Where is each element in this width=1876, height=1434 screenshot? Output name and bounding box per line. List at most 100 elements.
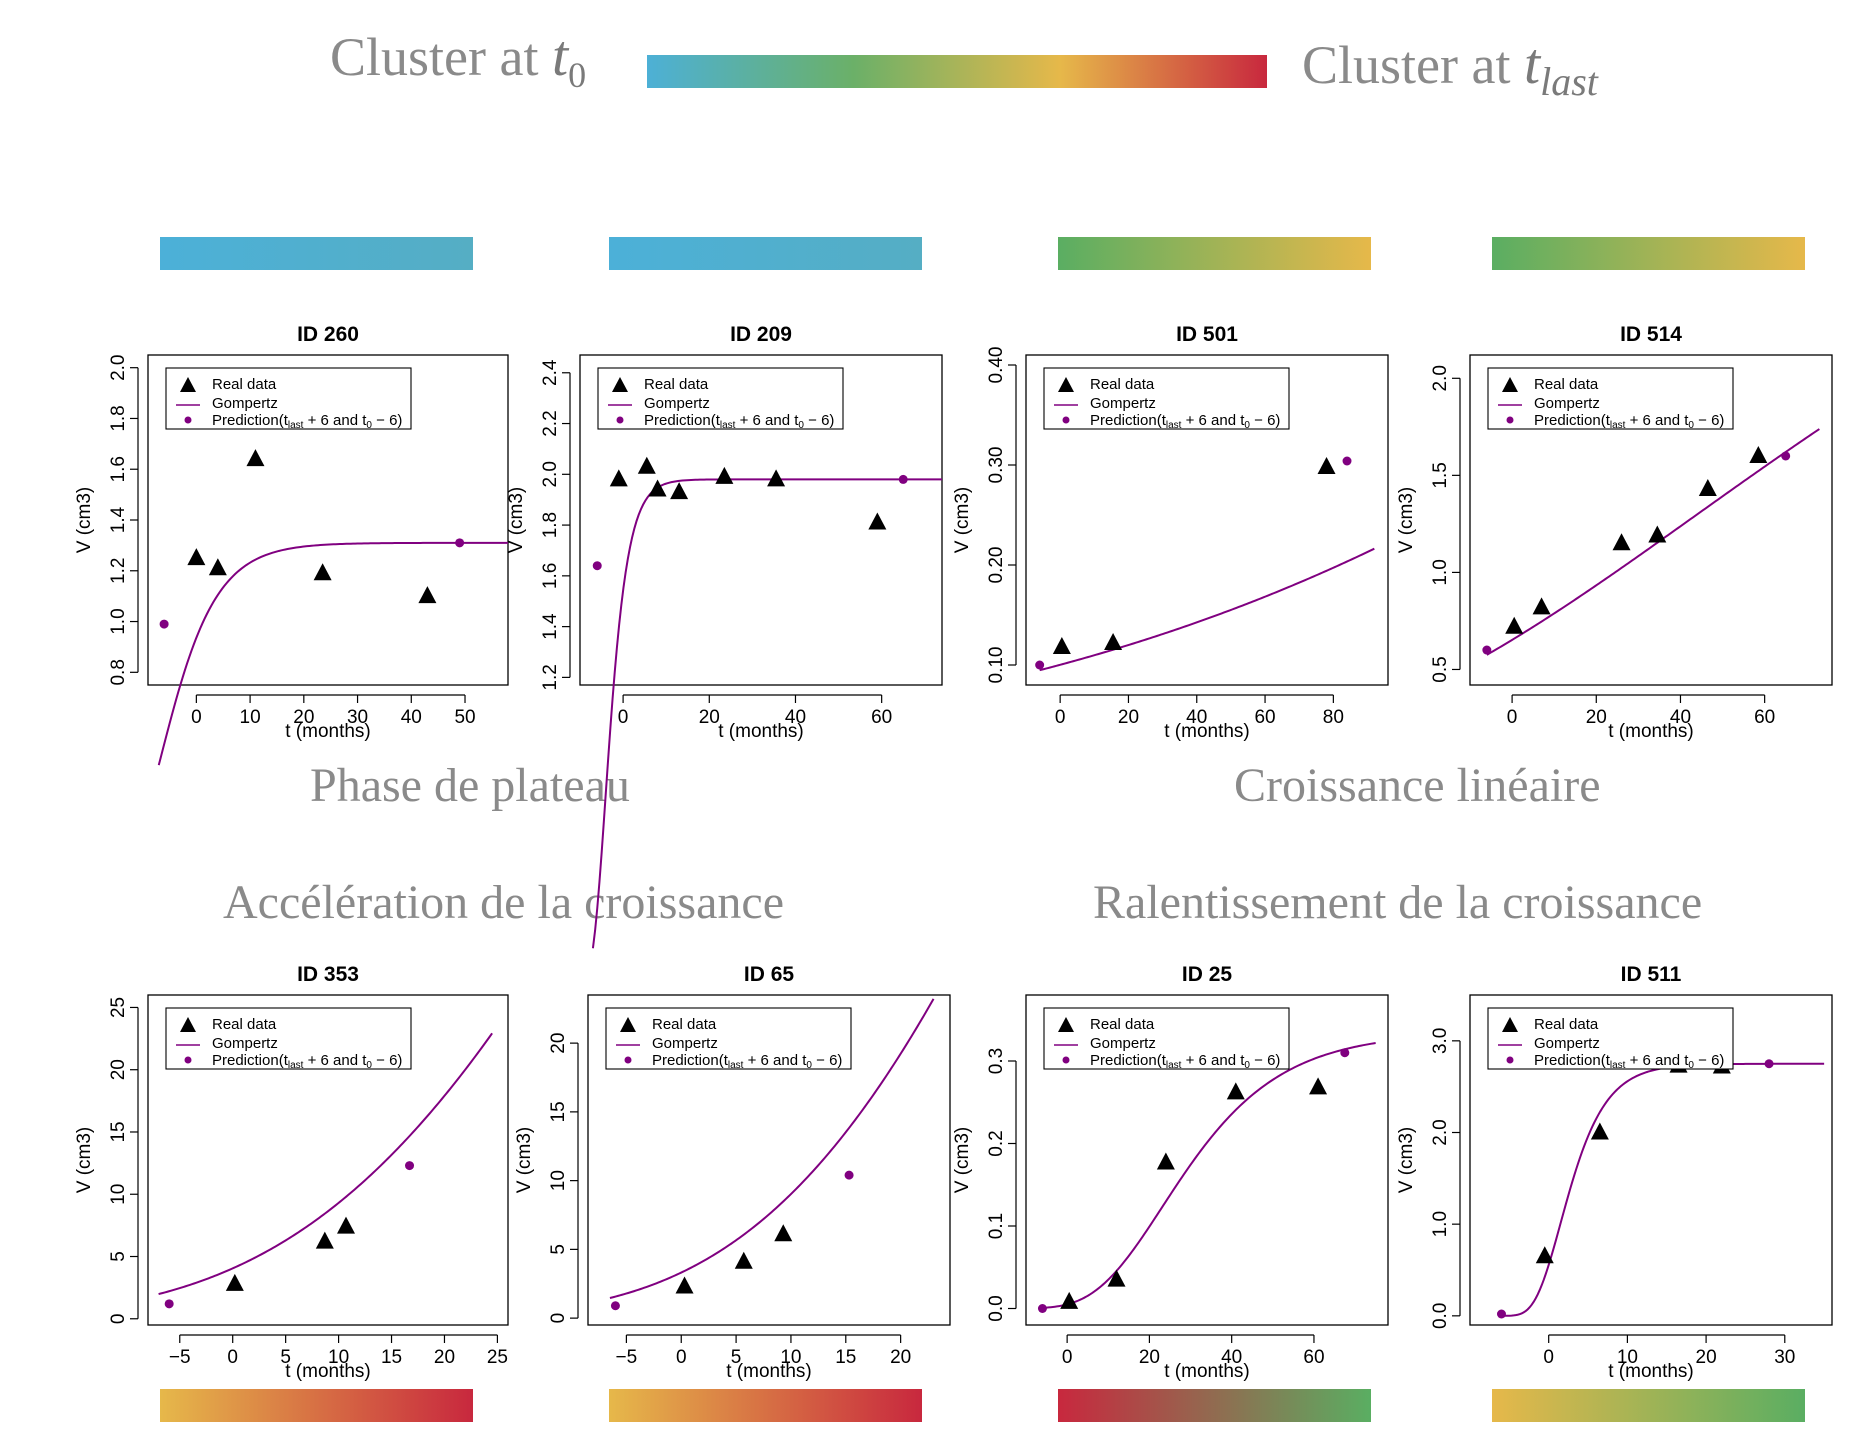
y-axis-label: V (cm3)	[1396, 1127, 1417, 1194]
y-tick-label: 20	[108, 1059, 129, 1080]
legend-triangle-icon	[1058, 377, 1074, 392]
x-tick-label: 20	[1586, 707, 1607, 728]
chart-title: ID 511	[1621, 963, 1682, 986]
real-data-point	[315, 1231, 334, 1249]
y-tick-label: 1.4	[108, 506, 129, 533]
x-tick-label: 0	[191, 707, 202, 728]
chart-title: ID 25	[1182, 963, 1233, 986]
y-axis-label: V (cm3)	[952, 1127, 973, 1194]
legend-gompertz-label: Gompertz	[1090, 1035, 1156, 1052]
x-tick-label: 60	[871, 707, 892, 728]
chart-id-501: ID 501 0 20 40 60 80 t (months) 0.10 0.20 0.30 0.4…	[952, 323, 1389, 742]
x-tick-label: 20	[1118, 707, 1139, 728]
y-tick-label: 2.4	[540, 359, 561, 386]
plot-frame	[147, 354, 509, 686]
y-tick-label: 0.0	[986, 1295, 1007, 1321]
x-tick-label: 5	[731, 1347, 742, 1368]
legend-prediction-label: Prediction(tlast + 6 and t0 − 6)	[212, 412, 402, 431]
y-tick-label: 5	[108, 1251, 129, 1262]
legend-real-label: Real data	[1090, 1016, 1155, 1033]
real-data-point	[1749, 445, 1768, 463]
legend-triangle-icon	[612, 377, 628, 392]
real-data-point	[868, 512, 887, 530]
section-title-acceleration: Accélération de la croissance	[223, 876, 785, 929]
y-axis-label: V (cm3)	[1396, 487, 1417, 554]
y-tick-label: 5	[548, 1244, 569, 1255]
y-tick-label: 0.2	[986, 1130, 1007, 1156]
cluster-bar-501	[1058, 237, 1371, 270]
x-tick-label: 20	[699, 707, 720, 728]
real-data-point	[734, 1251, 753, 1269]
x-axis-label: t (months)	[1164, 1361, 1250, 1382]
legend-prediction-label: Prediction(tlast + 6 and t0 − 6)	[1534, 1052, 1724, 1071]
real-data-point	[1309, 1077, 1328, 1095]
x-tick-label: 40	[1186, 707, 1207, 728]
y-tick-label: 0.10	[986, 647, 1007, 684]
gompertz-curve	[609, 998, 935, 1299]
prediction-point	[1035, 660, 1045, 670]
real-data-point	[609, 469, 628, 487]
cluster-tlast-label: Cluster at tlast	[1302, 30, 1598, 105]
x-tick-label: 30	[1774, 1347, 1795, 1368]
real-data-point	[246, 449, 265, 467]
cluster-bar-209	[609, 237, 922, 270]
y-tick-label: 10	[548, 1170, 569, 1191]
legend-triangle-icon	[1502, 1017, 1518, 1032]
legend-box	[1043, 367, 1290, 430]
plot-frame	[147, 994, 509, 1326]
x-tick-label: 0	[1062, 1347, 1073, 1368]
y-tick-label: 3.0	[1430, 1028, 1451, 1054]
tlast-var: t	[1523, 31, 1541, 96]
x-tick-label: 40	[1670, 707, 1691, 728]
prediction-point	[455, 538, 465, 548]
legend-gompertz-label: Gompertz	[1090, 395, 1156, 412]
legend-triangle-icon	[620, 1017, 636, 1032]
legend-prediction-label: Prediction(tlast + 6 and t0 − 6)	[644, 412, 834, 431]
header-gradient-bar	[647, 55, 1267, 88]
x-tick-label: 80	[1323, 707, 1344, 728]
y-tick-label: 0.40	[986, 347, 1007, 384]
y-axis-label: V (cm3)	[514, 1127, 535, 1194]
legend-prediction-label: Prediction(tlast + 6 and t0 − 6)	[212, 1052, 402, 1071]
real-data-point	[1612, 533, 1631, 551]
y-tick-label: 0.5	[1430, 656, 1451, 682]
cluster-t0-label: Cluster at t0	[330, 22, 586, 96]
y-tick-label: 1.6	[540, 563, 561, 589]
section-title-plateau: Phase de plateau	[310, 759, 630, 812]
y-axis-label: V (cm3)	[74, 1127, 95, 1194]
legend-box	[597, 367, 844, 430]
gompertz-curve	[1486, 428, 1820, 656]
real-data-point	[225, 1273, 244, 1291]
cluster-bar-514	[1492, 237, 1805, 270]
legend-real-label: Real data	[644, 376, 709, 393]
real-data-point	[1104, 633, 1123, 650]
x-tick-label: 0	[618, 707, 629, 728]
chart-id-511: ID 511 0 10 20 30 t (months) 0.0 1.0 2.0 3.0 V (cm…	[1396, 963, 1833, 1382]
y-tick-label: 2.0	[540, 461, 561, 487]
legend-box	[165, 367, 412, 430]
y-tick-label: 1.8	[108, 405, 129, 431]
prediction-point	[159, 619, 169, 629]
legend-gompertz-label: Gompertz	[212, 1035, 278, 1052]
x-tick-label: 20	[434, 1347, 455, 1368]
plot-frame	[1025, 994, 1389, 1326]
chart-title: ID 353	[297, 963, 359, 986]
plot-frame	[587, 994, 951, 1326]
prediction-point	[164, 1299, 174, 1309]
real-data-point	[187, 548, 206, 566]
plot-frame	[579, 354, 943, 686]
real-data-point	[1107, 1269, 1126, 1287]
prediction-point	[610, 1301, 620, 1311]
prediction-point	[1781, 451, 1791, 461]
x-tick-label: 10	[240, 707, 261, 728]
y-tick-label: 1.0	[108, 608, 129, 634]
cluster-t0-text: Cluster at	[330, 27, 552, 87]
prediction-point	[1342, 456, 1352, 466]
y-tick-label: 1.8	[540, 512, 561, 538]
legend-triangle-icon	[180, 1017, 196, 1032]
real-data-point	[637, 456, 656, 474]
prediction-point	[898, 474, 908, 484]
legend-box	[1487, 1007, 1734, 1070]
